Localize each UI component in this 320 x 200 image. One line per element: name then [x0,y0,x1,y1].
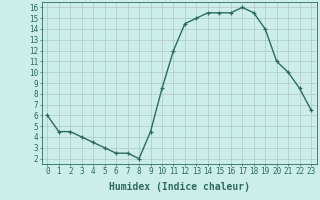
X-axis label: Humidex (Indice chaleur): Humidex (Indice chaleur) [109,182,250,192]
